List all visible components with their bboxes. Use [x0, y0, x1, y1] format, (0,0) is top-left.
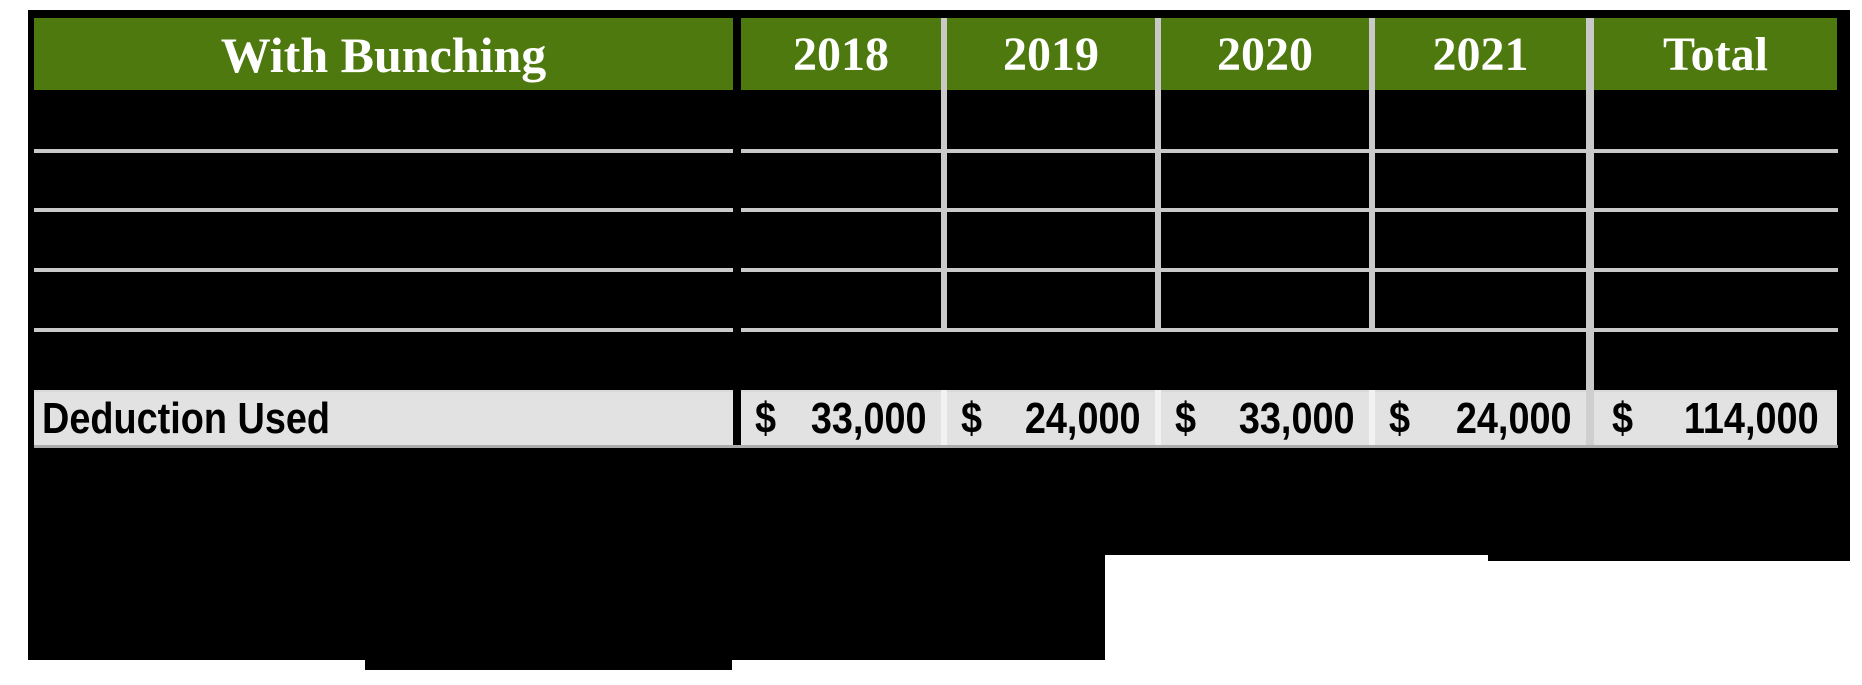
grid-line-h — [34, 149, 733, 153]
grid-line-h — [34, 268, 733, 272]
deduction-value-2021: $ 24,000 — [1375, 390, 1586, 446]
redacted-row-4 — [28, 272, 1850, 328]
redaction-block-bottom-strip — [365, 660, 732, 670]
currency-symbol: $ — [961, 394, 983, 443]
deduction-amount: 33,000 — [1239, 394, 1355, 443]
redaction-block-right-edge — [1488, 555, 1850, 561]
header-divider — [1155, 18, 1161, 90]
deduction-amount: 114,000 — [1684, 394, 1819, 443]
currency-symbol: $ — [1389, 394, 1411, 443]
redacted-row-3 — [28, 212, 1850, 268]
deduction-amount: 24,000 — [1456, 394, 1572, 443]
cell-divider — [1586, 390, 1594, 448]
header-divider — [1586, 18, 1594, 90]
table-top-border — [28, 10, 1850, 18]
deduction-amount: 33,000 — [811, 394, 927, 443]
grid-line-v — [1369, 90, 1375, 332]
deduction-value-2019: $ 24,000 — [947, 390, 1155, 446]
currency-symbol: $ — [755, 394, 777, 443]
grid-line-h — [34, 208, 733, 212]
cell-divider — [1155, 390, 1161, 448]
header-cell-2020: 2020 — [1161, 18, 1369, 90]
cell-divider — [941, 390, 947, 448]
deduction-value-2018: $ 33,000 — [741, 390, 941, 446]
deduction-label-cell: Deduction Used — [34, 390, 733, 446]
redacted-row-5 — [28, 332, 1850, 390]
header-divider — [1369, 18, 1375, 90]
grid-line-h — [741, 328, 1838, 332]
header-cell-2019: 2019 — [947, 18, 1155, 90]
redaction-block-full-width — [28, 448, 1850, 555]
table-header-row: With Bunching 2018 2019 2020 2021 Total — [28, 18, 1850, 90]
header-cell-2021: 2021 — [1375, 18, 1586, 90]
redacted-row-2 — [28, 153, 1850, 208]
header-cell-2018: 2018 — [741, 18, 941, 90]
grid-line-h — [741, 268, 1838, 272]
redacted-row-1 — [28, 90, 1850, 149]
deduction-row-bottom-border — [34, 445, 1838, 448]
deduction-value-total: $ 114,000 — [1594, 390, 1837, 446]
grid-line-h — [741, 149, 1838, 153]
deduction-value-2020: $ 33,000 — [1161, 390, 1369, 446]
deduction-label: Deduction Used — [42, 394, 331, 443]
grid-line-v — [1586, 90, 1594, 390]
header-cell-with-bunching: With Bunching — [34, 18, 733, 90]
table-body-redacted — [28, 90, 1850, 390]
grid-line-h — [34, 328, 733, 332]
redaction-block-left — [28, 555, 1105, 660]
cell-divider — [1369, 390, 1375, 448]
deduction-used-row: Deduction Used $ 33,000 $ 24,000 $ 33,00… — [28, 390, 1850, 448]
grid-line-v — [941, 90, 947, 332]
grid-line-v — [1155, 90, 1161, 332]
grid-line-h — [741, 208, 1838, 212]
currency-symbol: $ — [1175, 394, 1197, 443]
currency-symbol: $ — [1612, 394, 1634, 443]
deduction-amount: 24,000 — [1025, 394, 1141, 443]
header-divider — [941, 18, 947, 90]
header-cell-total: Total — [1594, 18, 1837, 90]
